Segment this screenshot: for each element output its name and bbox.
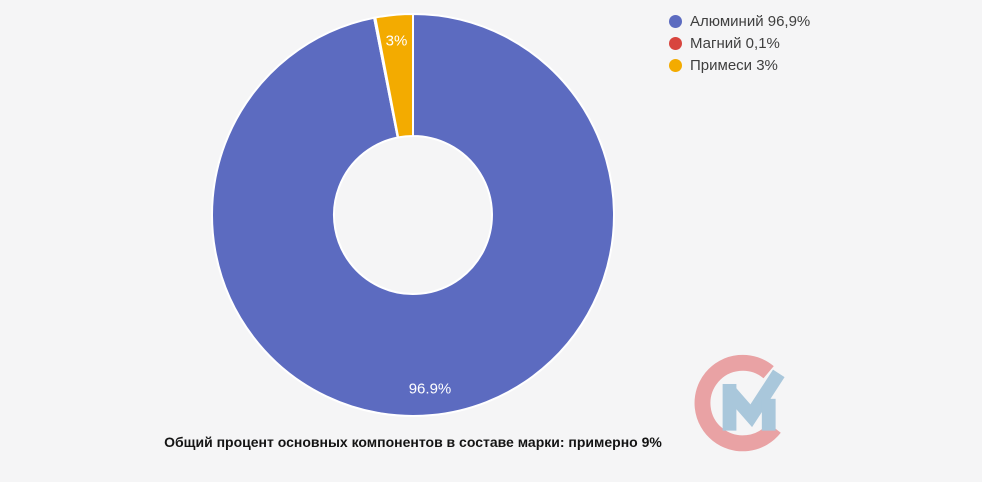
slice-value-label: 3%	[386, 32, 408, 49]
legend-swatch-aluminium	[669, 15, 682, 28]
pie-slice-Алюминий[interactable]	[211, 12, 615, 417]
cm-logo-watermark	[694, 354, 785, 452]
legend-swatch-impurities	[669, 59, 682, 72]
pie-slice-Примеси[interactable]	[374, 12, 414, 139]
logo-letter-m-icon	[722, 369, 785, 431]
slice-value-label: 96.9%	[409, 381, 452, 398]
legend-item-aluminium[interactable]: Алюминий 96,9%	[669, 13, 811, 30]
legend-label-impurities: Примеси 3%	[690, 57, 778, 74]
chart-caption: Общий процент основных компонентов в сос…	[164, 434, 662, 450]
chart-legend: Алюминий 96,9% Магний 0,1% Примеси 3%	[669, 13, 811, 74]
logo-letter-c-icon	[694, 354, 781, 452]
legend-label-aluminium: Алюминий 96,9%	[690, 13, 811, 30]
legend-item-magnesium[interactable]: Магний 0,1%	[669, 35, 810, 52]
legend-item-impurities[interactable]: Примеси 3%	[669, 57, 810, 74]
legend-swatch-magnesium	[669, 37, 682, 50]
legend-label-magnesium: Магний 0,1%	[690, 35, 780, 52]
